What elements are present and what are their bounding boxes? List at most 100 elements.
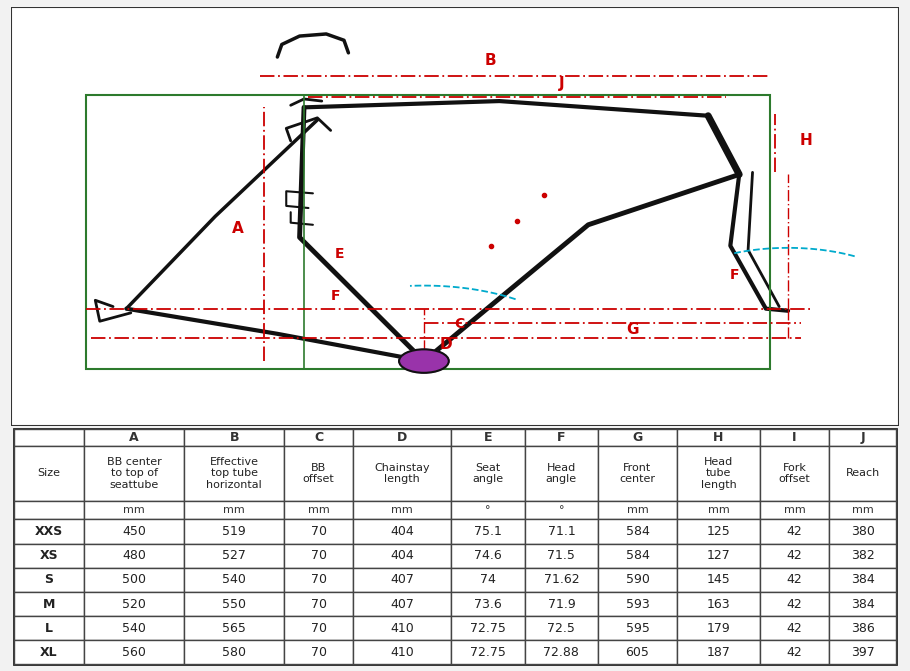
Text: J: J [559, 76, 564, 91]
Text: F: F [330, 289, 339, 303]
Text: 407: 407 [390, 573, 414, 586]
Text: °: ° [559, 505, 564, 515]
Bar [184, 519, 284, 544]
Bar [14, 429, 85, 446]
Text: 71.5: 71.5 [548, 549, 575, 562]
Bar [677, 592, 760, 616]
Text: 42: 42 [786, 597, 803, 611]
Text: B: B [229, 431, 239, 444]
Bar [353, 568, 451, 592]
Text: J: J [860, 431, 864, 444]
Text: 550: 550 [222, 597, 247, 611]
Text: Size: Size [37, 468, 60, 478]
Text: 74.6: 74.6 [474, 549, 501, 562]
Circle shape [399, 350, 449, 373]
Bar [451, 568, 525, 592]
Bar [677, 446, 760, 501]
Bar [284, 446, 353, 501]
Text: Seat
angle: Seat angle [472, 462, 503, 484]
Text: 70: 70 [310, 573, 327, 586]
Text: 42: 42 [786, 646, 803, 659]
Bar [353, 640, 451, 664]
Bar [760, 568, 829, 592]
Text: 527: 527 [222, 549, 247, 562]
Bar [598, 592, 677, 616]
Bar [451, 616, 525, 640]
Text: 71.9: 71.9 [548, 597, 575, 611]
Text: 404: 404 [390, 525, 414, 538]
Text: B: B [485, 54, 496, 68]
Bar [829, 429, 896, 446]
Text: H: H [800, 133, 813, 148]
Bar [14, 640, 85, 664]
Bar [525, 640, 598, 664]
Bar [184, 501, 284, 519]
Text: Fork
offset: Fork offset [779, 462, 810, 484]
Text: 384: 384 [851, 597, 875, 611]
Bar [760, 640, 829, 664]
Text: 125: 125 [706, 525, 730, 538]
Text: °: ° [485, 505, 490, 515]
Bar [760, 501, 829, 519]
Bar [598, 568, 677, 592]
Text: C: C [454, 317, 465, 331]
Bar [760, 519, 829, 544]
Text: 520: 520 [122, 597, 147, 611]
Text: D: D [397, 431, 407, 444]
Text: mm: mm [224, 505, 245, 515]
Text: 410: 410 [390, 622, 414, 635]
Text: 42: 42 [786, 549, 803, 562]
Text: 163: 163 [706, 597, 730, 611]
Text: L: L [45, 622, 53, 635]
Bar [760, 592, 829, 616]
Bar [677, 544, 760, 568]
Text: XL: XL [40, 646, 57, 659]
Text: 386: 386 [851, 622, 875, 635]
Text: 382: 382 [851, 549, 875, 562]
Text: 72.88: 72.88 [543, 646, 580, 659]
Text: Head
tube
length: Head tube length [701, 457, 736, 490]
Bar [85, 446, 184, 501]
Text: 595: 595 [625, 622, 650, 635]
Bar [353, 519, 451, 544]
Text: G: G [626, 322, 639, 337]
Text: D: D [440, 336, 452, 352]
Bar [451, 592, 525, 616]
Text: mm: mm [124, 505, 145, 515]
Bar [451, 544, 525, 568]
Bar [451, 501, 525, 519]
Text: 584: 584 [625, 525, 650, 538]
Text: 70: 70 [310, 597, 327, 611]
Bar [598, 429, 677, 446]
Text: 410: 410 [390, 646, 414, 659]
Text: 70: 70 [310, 646, 327, 659]
Text: Effective
top tube
horizontal: Effective top tube horizontal [207, 457, 262, 490]
Bar [829, 640, 896, 664]
Bar [598, 519, 677, 544]
Text: mm: mm [852, 505, 874, 515]
Text: G: G [632, 431, 642, 444]
Text: 74: 74 [480, 573, 496, 586]
Bar [353, 429, 451, 446]
Bar [760, 616, 829, 640]
Bar [284, 568, 353, 592]
Bar [353, 446, 451, 501]
Text: 145: 145 [706, 573, 730, 586]
Bar [525, 616, 598, 640]
Bar [829, 616, 896, 640]
Text: A: A [231, 221, 243, 236]
Bar [760, 544, 829, 568]
Text: mm: mm [707, 505, 729, 515]
Bar [525, 519, 598, 544]
Bar [353, 592, 451, 616]
Text: 70: 70 [310, 525, 327, 538]
Bar [85, 501, 184, 519]
Text: 42: 42 [786, 525, 803, 538]
Text: 187: 187 [706, 646, 731, 659]
Text: 584: 584 [625, 549, 650, 562]
Text: 590: 590 [625, 573, 650, 586]
Bar [284, 519, 353, 544]
Bar [525, 429, 598, 446]
Text: I: I [792, 431, 796, 444]
Text: 42: 42 [786, 573, 803, 586]
